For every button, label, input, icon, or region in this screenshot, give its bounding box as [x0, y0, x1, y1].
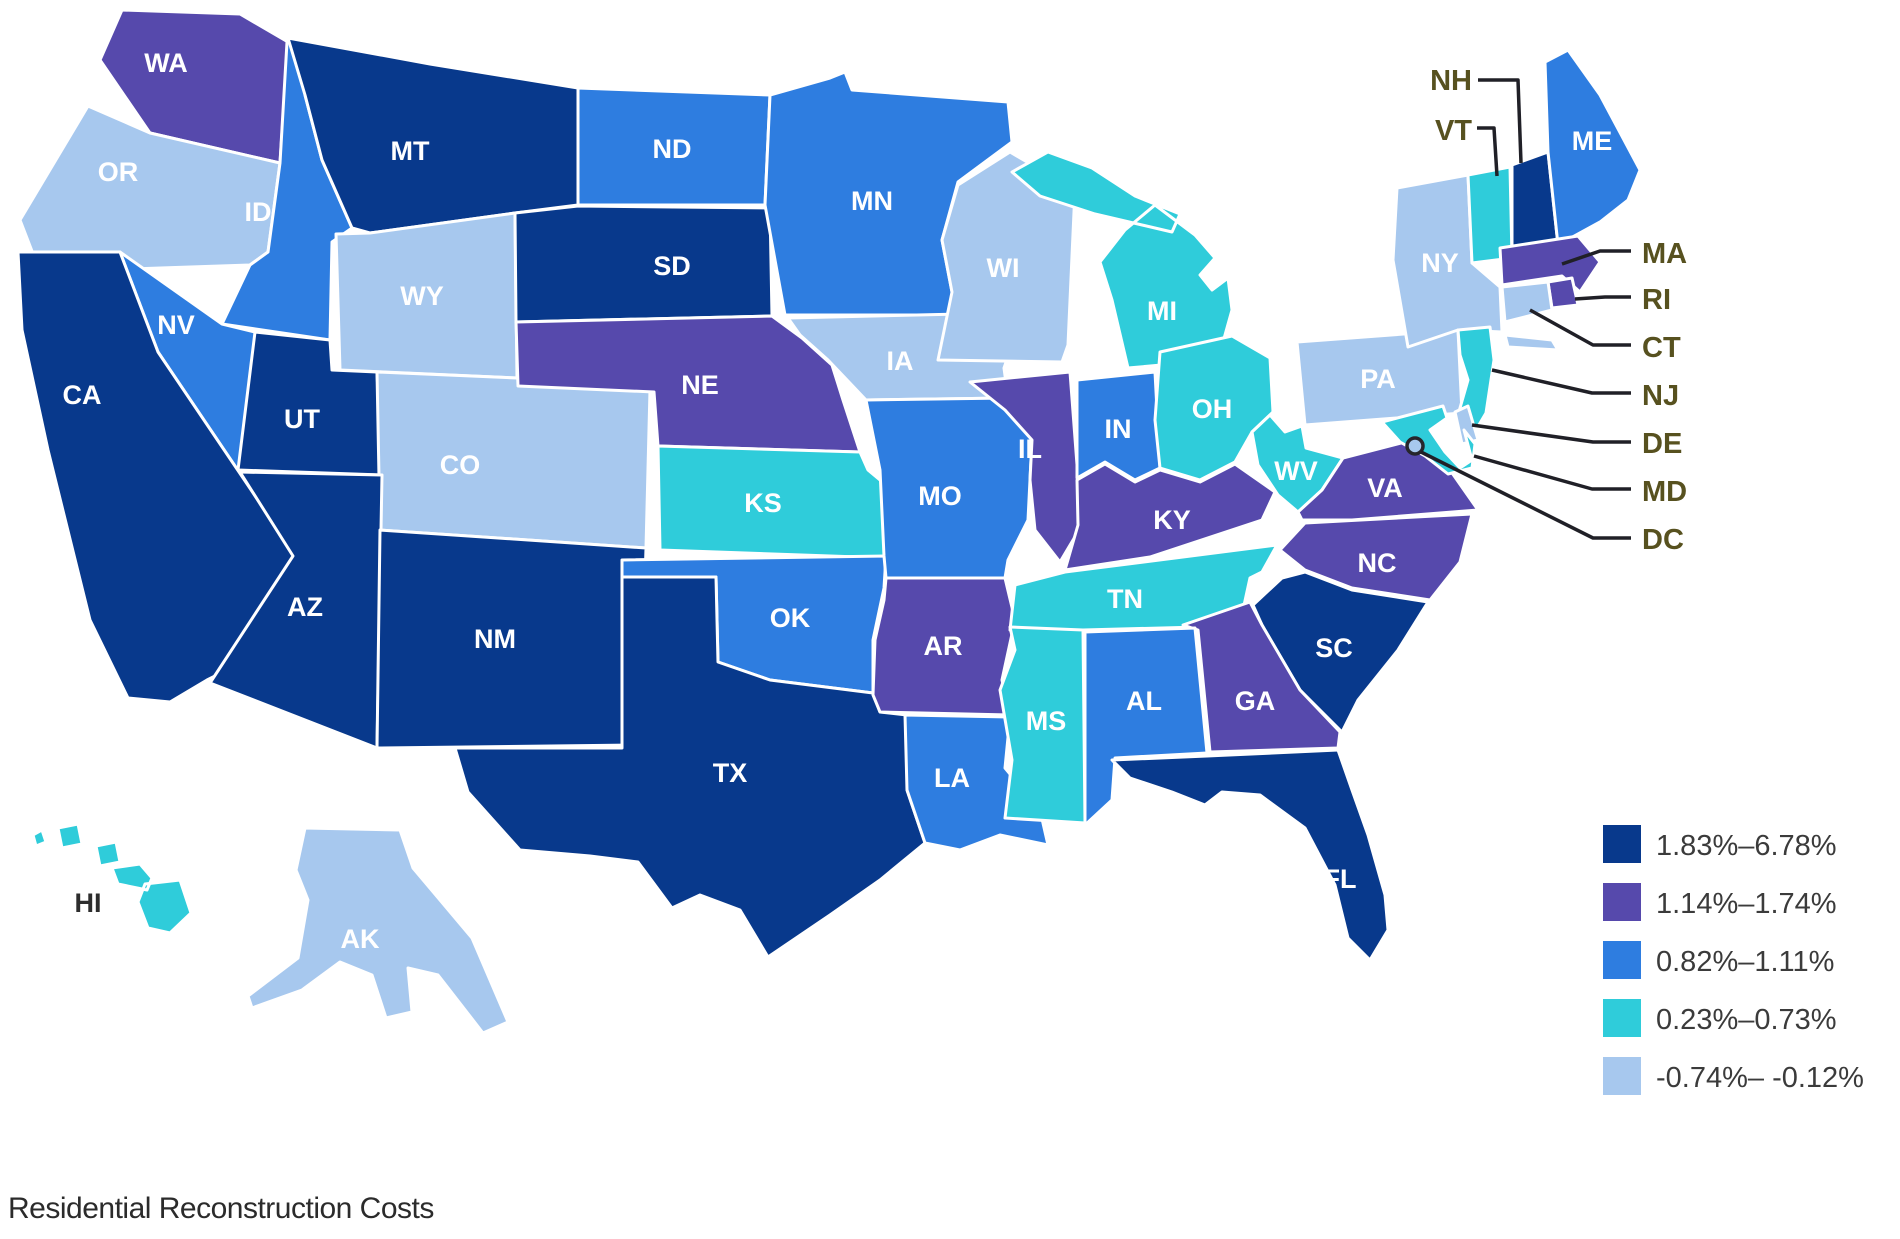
state-AZ[interactable] [208, 470, 384, 750]
state-KS[interactable] [656, 444, 890, 560]
callout-line-NH [1478, 78, 1523, 164]
state-NC[interactable] [1278, 512, 1474, 602]
state-GA[interactable] [1181, 600, 1342, 754]
callout-line-RI [1574, 295, 1631, 301]
legend-label-4: 0.23%–0.73% [1656, 1004, 1837, 1036]
state-MA[interactable] [1498, 234, 1602, 294]
legend-label-5: -0.74%– -0.12% [1656, 1062, 1864, 1094]
state-MI[interactable] [1010, 150, 1234, 370]
callout-label-DE: DE [1642, 428, 1682, 460]
callout-line-CT [1529, 308, 1631, 347]
state-ME[interactable] [1543, 48, 1642, 247]
state-KY[interactable] [1063, 462, 1277, 572]
callout-line-DE [1471, 423, 1631, 444]
legend-label-2: 1.14%–1.74% [1656, 888, 1837, 920]
callout-label-MA: MA [1642, 238, 1687, 270]
legend-swatch-5 [1603, 1057, 1641, 1095]
callout-label-VT: VT [1435, 115, 1472, 147]
legend: 1.83%–6.78% 1.14%–1.74% 0.82%–1.11% 0.23… [1603, 825, 1864, 1095]
state-HI[interactable] [31, 822, 193, 935]
legend-swatch-2 [1603, 883, 1641, 921]
callout-lines-layer [1420, 78, 1631, 540]
state-OH[interactable] [1153, 334, 1275, 482]
state-MS[interactable] [998, 625, 1087, 825]
state-AK[interactable] [246, 826, 510, 1035]
state-MO[interactable] [864, 396, 1034, 580]
state-WY[interactable] [334, 211, 519, 380]
state-IN[interactable] [1075, 370, 1162, 482]
state-CA[interactable] [16, 250, 300, 704]
state-IL[interactable] [968, 370, 1084, 564]
states-layer [16, 8, 1642, 1035]
state-AL[interactable] [1083, 626, 1209, 827]
callout-line-VT [1477, 126, 1499, 177]
callout-line-NJ [1491, 368, 1631, 395]
callout-label-NJ: NJ [1642, 380, 1679, 412]
callout-line-MD [1473, 454, 1631, 491]
state-ND[interactable] [576, 86, 772, 207]
state-TX[interactable] [453, 575, 927, 959]
page-title: Residential Reconstruction Costs [8, 1192, 434, 1225]
state-SC[interactable] [1251, 570, 1430, 734]
legend-swatch-1 [1603, 825, 1641, 863]
callout-label-RI: RI [1642, 284, 1671, 316]
state-NE[interactable] [514, 314, 862, 454]
callout-label-DC: DC [1642, 524, 1684, 556]
callout-label-NH: NH [1430, 65, 1472, 97]
state-MD[interactable] [1380, 404, 1477, 476]
dc-location-marker-icon[interactable] [1405, 436, 1425, 456]
legend-label-1: 1.83%–6.78% [1656, 830, 1837, 862]
legend-label-3: 0.82%–1.11% [1656, 946, 1834, 978]
state-CO[interactable] [375, 370, 652, 550]
state-AR[interactable] [871, 576, 1017, 717]
state-DE[interactable] [1453, 404, 1480, 446]
callout-label-CT: CT [1642, 332, 1681, 364]
legend-swatch-4 [1603, 999, 1641, 1037]
state-CT[interactable] [1500, 280, 1554, 324]
state-label-HI: HI [75, 888, 102, 918]
callout-line-DC [1420, 450, 1631, 540]
state-NM[interactable] [375, 528, 648, 750]
state-FL[interactable] [1110, 748, 1390, 962]
state-SD[interactable] [513, 204, 774, 324]
callout-label-MD: MD [1642, 476, 1687, 508]
callout-line-MA [1561, 249, 1631, 266]
legend-swatch-3 [1603, 941, 1641, 979]
callout-labels-layer: NH VT MA RI CT NJ DE MD DC [1430, 65, 1687, 556]
